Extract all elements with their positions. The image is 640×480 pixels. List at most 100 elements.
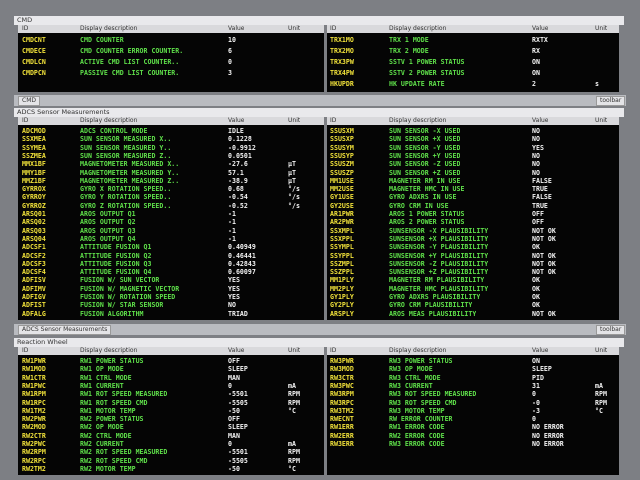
cell-id: ADCMOD [22,127,46,135]
table-body [18,355,324,476]
cell-unit: µT [288,176,296,185]
toolbar[interactable]: toolbar [596,325,626,335]
cell-val: TRUE [532,185,548,194]
cell-id: RW3PWR [330,357,354,365]
cell-id: ARSPLY [330,309,354,318]
cell-desc: SUNSENSOR +X PLAUSIBILITY [389,234,489,243]
cell-id: RW1ERR [330,423,354,432]
cell-unit: °/s [288,185,300,194]
cell-id: GY1USE [330,193,354,202]
cell-val: 0.46441 [228,251,256,260]
cell-desc: RW1 ERROR CODE [389,423,445,432]
cell-unit: RPM [288,390,300,399]
cell-id: SSUSYP [330,151,354,160]
cell-unit: mA [595,381,603,390]
cell-val: SLEEP [532,365,552,374]
column-header: ID [22,25,29,33]
cell-desc: RW2 CURRENT [80,440,124,448]
cell-val: NOT OK [532,309,556,318]
cell-unit: RPM [288,398,300,407]
window-title: ADCS Sensor Measurements [14,108,624,117]
cell-desc: SUNSENSOR +Z PLAUSIBILITY [389,268,489,277]
cell-desc: GYRO ADXRS PLAUSIBILITY [389,293,481,301]
cell-val: 0.1228 [228,135,252,144]
column-header: Unit [288,347,301,355]
table-header [327,347,619,355]
cell-val: FALSE [532,193,552,202]
column-header: Unit [595,347,608,355]
cell-desc: GYRO CRM IN USE [389,201,449,210]
cell-val: OFF [532,218,544,227]
cell-id: RWECNT [330,415,354,424]
column-header: Unit [595,117,608,125]
cell-desc: AROS 2 POWER STATUS [389,218,465,227]
cell-desc: FUSION W/ SUN VECTOR [80,276,160,285]
column-header: Value [532,347,549,355]
cell-desc: SUN SENSOR MEASURED X.. [80,135,172,144]
cell-desc: GYRO Z ROTATION SPEED.. [80,201,172,210]
cell-id: SSUSXP [330,135,354,144]
tab[interactable]: ADCS Sensor Measurements [18,325,112,335]
table-header [327,25,619,33]
cell-val: OFF [532,210,544,218]
cell-val: OFF [228,357,240,365]
cell-id: MM2USE [330,185,354,194]
cell-unit: mA [288,381,296,390]
cell-desc: RW2 MOTOR TEMP [80,464,136,473]
cell-id: TRX2MO [330,47,354,55]
cell-desc: CMD COUNTER ERROR COUNTER. [80,47,184,55]
cell-unit: RPM [288,448,300,457]
window-title: Reaction Wheel [14,338,624,347]
cell-id: RW2PWC [22,440,46,448]
cell-id: SSUSZM [330,160,354,169]
cell-desc: MAGNETOMETER MEASURED Z.. [80,176,180,185]
cell-desc: FUSION W/ MAGNETIC VECTOR [80,284,180,293]
cell-id: SSYMEA [22,143,46,152]
cell-desc: SSTV 1 POWER STATUS [389,58,465,66]
column-header: ID [330,347,337,355]
cell-desc: RW2 ROT SPEED MEASURED [80,448,168,457]
cell-desc: RW3 ROT SPEED CMD [389,398,457,407]
cell-val: NOT OK [532,268,556,277]
cell-val: -5501 [228,390,248,399]
cell-val: -0.52 [228,201,248,210]
toolbar[interactable]: toolbar [596,96,626,106]
cell-id: ADCSF3 [22,259,46,268]
column-header: Display description [80,117,138,125]
cell-id: RW3RPC [330,398,354,407]
cell-val: -5505 [228,398,248,407]
column-header: Unit [595,25,608,33]
cell-desc: RW1 MOTOR TEMP [80,406,136,415]
cell-unit: µT [288,168,296,177]
cell-id: RW3CTR [330,373,354,382]
cell-val: YES [228,284,240,293]
cell-val: NO [532,168,540,177]
cell-val: MAN [228,431,240,440]
cell-id: RW3MOD [330,365,354,374]
cell-val: -1 [228,234,236,243]
cell-desc: MAGNETER HMC PLAUSIBILITY [389,284,489,293]
cell-desc: SSTV 2 POWER STATUS [389,69,465,77]
cell-id: SSZMEA [22,151,46,160]
cell-desc: SUN SENSOR +Z USED [389,168,461,177]
cell-val: -5505 [228,456,248,465]
cell-val: ON [532,69,540,77]
cell-desc: SUN SENSOR -Z USED [389,160,461,169]
cell-desc: GYRO Y ROTATION SPEED.. [80,193,172,202]
cell-desc: AROS MEAS PLAUSIBILITY [389,309,477,318]
table-header [18,25,324,33]
cell-val: OK [532,284,540,293]
cell-id: RW3ERR [330,440,354,448]
cell-desc: GYRO CRM PLAUSIBILITY [389,301,473,310]
column-header: Display description [80,347,138,355]
tab[interactable]: CMD [18,96,40,106]
cell-val: 0.0501 [228,151,252,160]
cell-desc: RW2 ERROR CODE [389,431,445,440]
cell-val: NO [532,135,540,144]
cell-desc: MAGNETER HMC IN USE [389,185,465,194]
cell-desc: RW ERROR COUNTER [389,415,453,424]
cell-desc: TRX 1 MODE [389,36,429,44]
cell-id: ADFIMV [22,284,46,293]
cell-val: 0 [228,58,232,66]
